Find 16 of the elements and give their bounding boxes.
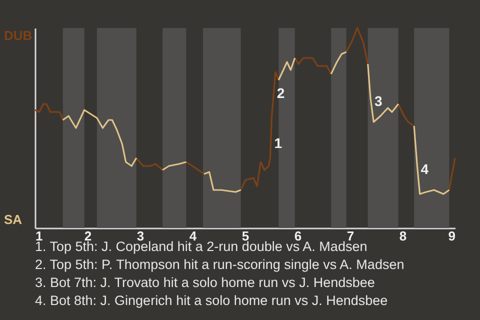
x-tick-label: 5 (242, 228, 250, 244)
text: 4. Bot 8th: J. Gingerich hit a solo home run vs J. Hendsbee (35, 292, 389, 310)
annotation: 3 (374, 93, 383, 109)
text: SA (4, 212, 22, 227)
text: 3. Bot 7th: J. Trovato hit a solo home run vs J. Hendsbee (35, 274, 376, 292)
x-tick-label: 8 (399, 228, 407, 244)
text: DUB (4, 28, 32, 43)
annotation: 1 (274, 135, 282, 151)
annotation: 4 (420, 161, 429, 177)
x-tick-label: 6 (294, 228, 302, 244)
x-tick-label: 7 (346, 228, 354, 244)
x-tick-label: 3 (136, 228, 144, 244)
text: 2. Top 5th: P. Thompson hit a run-scoring single vs A. Madsen (35, 256, 404, 274)
annotation: 2 (276, 85, 285, 101)
x-tick-label: 4 (189, 228, 198, 244)
x-tick-label: 9 (448, 228, 456, 244)
